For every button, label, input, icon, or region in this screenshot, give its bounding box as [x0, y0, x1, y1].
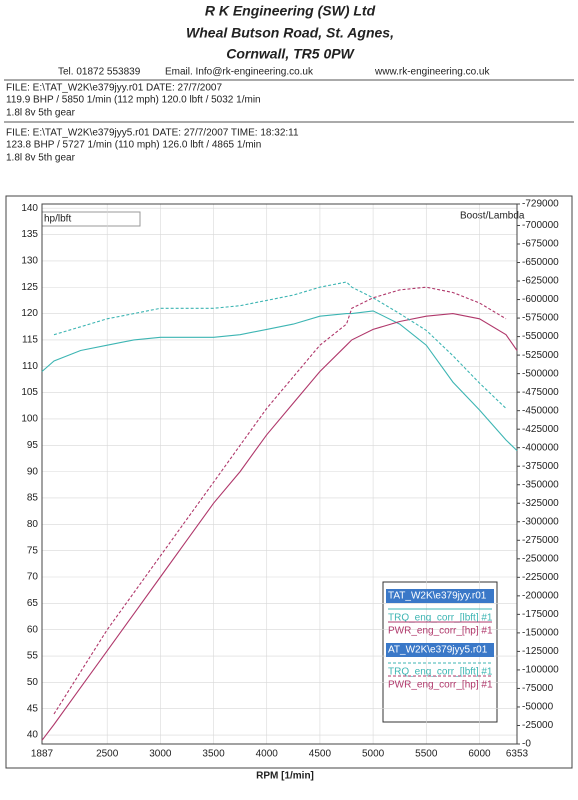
y-tick-label: 100	[21, 414, 38, 425]
legend-run-bg	[386, 643, 494, 657]
legend-label: TRQ_eng_corr_[lbft] #1	[388, 667, 493, 678]
y-tick-label: 115	[22, 335, 38, 346]
y2-tick-label: -200000	[522, 590, 559, 601]
y2-tick-label: -150000	[522, 628, 559, 639]
y-tick-label: 95	[27, 440, 39, 451]
x-tick-label: 1887	[31, 749, 54, 760]
y2-tick-label: -275000	[522, 535, 559, 546]
series-line	[53, 286, 507, 715]
legend-run: AT_W2K\e379jyy5.r01	[388, 645, 488, 656]
legend-label: PWR_eng_corr_[hp] #1	[388, 680, 493, 691]
y-tick-label: 120	[21, 308, 38, 319]
y-tick-label: 135	[21, 229, 38, 240]
y2-tick-label: -600000	[522, 294, 559, 305]
series-line	[41, 310, 518, 451]
y2-tick-label: -625000	[522, 276, 559, 287]
x-tick-label: 5500	[415, 749, 438, 760]
legend-label: TRQ_eng_corr_[lbft] #1	[388, 613, 493, 624]
y-tick-label: 110	[22, 361, 38, 372]
y-tick-label: 50	[27, 677, 39, 688]
x-tick-label: 3500	[202, 749, 225, 760]
y-tick-label: 75	[27, 545, 39, 556]
y2-tick-label: -75000	[522, 683, 554, 694]
x-tick-label: 6353	[506, 749, 529, 760]
y-tick-label: 85	[27, 493, 39, 504]
x-tick-label: 4500	[309, 749, 332, 760]
file-line: 1.8l 8v 5th gear	[6, 153, 76, 164]
y-tick-label: 125	[21, 282, 38, 293]
y-tick-label: 60	[27, 624, 39, 635]
y2-tick-label: -729000	[522, 199, 559, 210]
company: R K Engineering (SW) Ltd	[205, 3, 376, 19]
x-tick-label: 6000	[468, 749, 491, 760]
website: www.rk-engineering.co.uk	[374, 67, 490, 78]
y2-tick-label: -400000	[522, 442, 559, 453]
file-line: FILE: E:\TAT_W2K\e379jyy.r01 DATE: 27/7/…	[6, 83, 222, 94]
y2-tick-label: -575000	[522, 313, 559, 324]
y2-tick-label: -475000	[522, 387, 559, 398]
y2-tick-label: -525000	[522, 350, 559, 361]
y-tick-label: 70	[27, 572, 39, 583]
y2-tick-label: -325000	[522, 498, 559, 509]
y-tick-label: 40	[27, 730, 39, 741]
file-line: 123.8 BHP / 5727 1/min (110 mph) 126.0 l…	[6, 140, 261, 151]
y2-tick-label: -50000	[522, 702, 554, 713]
y2-tick-label: -225000	[522, 572, 559, 583]
y-tick-label: 45	[27, 703, 39, 714]
x-axis-label: RPM [1/min]	[256, 771, 314, 782]
file-line: 1.8l 8v 5th gear	[6, 108, 76, 119]
x-tick-label: 3000	[149, 749, 172, 760]
y2-tick-label: -700000	[522, 220, 559, 231]
legend-label: PWR_eng_corr_[hp] #1	[388, 626, 493, 637]
y2-tick-label: -450000	[522, 405, 559, 416]
y2-tick-label: -250000	[522, 553, 559, 564]
y2-tick-label: -175000	[522, 609, 559, 620]
y2-axis-label: Boost/Lambda	[460, 211, 525, 222]
y2-tick-label: -0	[522, 739, 531, 750]
x-tick-label: 2500	[96, 749, 119, 760]
y-tick-label: 140	[21, 203, 38, 214]
series-line	[41, 313, 518, 741]
y2-tick-label: -350000	[522, 479, 559, 490]
legend-run-bg	[386, 589, 494, 603]
x-tick-label: 5000	[362, 749, 385, 760]
y2-tick-label: -100000	[522, 665, 559, 676]
y-tick-label: 105	[21, 387, 38, 398]
y-tick-label: 130	[21, 256, 38, 267]
address: Cornwall, TR5 0PW	[226, 46, 355, 62]
plot-area	[41, 203, 518, 745]
file-line: 119.9 BHP / 5850 1/min (112 mph) 120.0 l…	[6, 95, 261, 106]
y2-tick-label: -300000	[522, 516, 559, 527]
y2-tick-label: -25000	[522, 720, 554, 731]
legend-run: TAT_W2K\e379jyy.r01	[388, 591, 487, 602]
y2-tick-label: -675000	[522, 239, 559, 250]
chart-frame	[5, 195, 573, 769]
y-tick-label: 65	[27, 598, 39, 609]
y2-tick-label: -550000	[522, 331, 559, 342]
phone: Tel. 01872 553839	[58, 67, 141, 78]
series-line	[53, 281, 507, 409]
y2-tick-label: -375000	[522, 461, 559, 472]
file-line: FILE: E:\TAT_W2K\e379jyy5.r01 DATE: 27/7…	[6, 128, 299, 139]
y2-tick-label: -425000	[522, 424, 559, 435]
y2-tick-label: -125000	[522, 646, 559, 657]
y2-tick-label: -650000	[522, 257, 559, 268]
x-tick-label: 4000	[256, 749, 279, 760]
y-axis-label: hp/lbft	[44, 214, 71, 225]
y2-tick-label: -500000	[522, 368, 559, 379]
y-tick-label: 90	[27, 466, 39, 477]
y-tick-label: 55	[27, 651, 39, 662]
y-tick-label: 80	[27, 519, 39, 530]
address: Wheal Butson Road, St. Agnes,	[186, 25, 394, 41]
email: Email. Info@rk-engineering.co.uk	[165, 67, 314, 78]
